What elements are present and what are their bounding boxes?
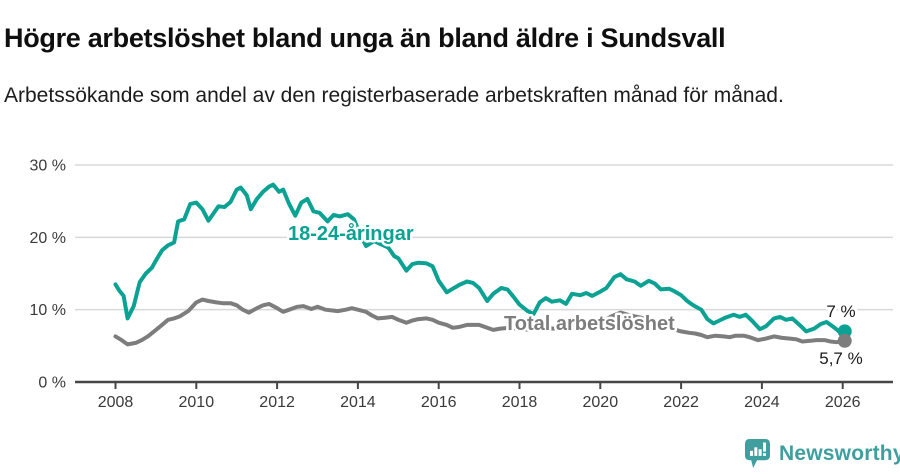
- x-tick-label-2018: 2018: [502, 394, 538, 411]
- x-tick-label-2012: 2012: [259, 394, 295, 411]
- series-label-18-24-ringar: 18-24-åringar: [288, 222, 414, 245]
- page-title: Högre arbetslöshet bland unga än bland ä…: [4, 23, 726, 54]
- speech-bubble-bar-chart-icon: [744, 439, 771, 468]
- y-tick-label-20: 20 %: [30, 230, 66, 247]
- x-tick-label-2014: 2014: [340, 394, 376, 411]
- x-tick-label-2022: 2022: [663, 394, 699, 411]
- x-tick-label-2024: 2024: [744, 394, 780, 411]
- series-line-total-arbetsl-shet: [113, 297, 847, 347]
- page-subtitle: Arbetssökande som andel av den registerb…: [4, 84, 784, 107]
- end-dot-total-arbetsl-shet: [837, 333, 852, 348]
- x-tick-label-2020: 2020: [583, 394, 619, 411]
- x-tick-label-2026: 2026: [825, 394, 861, 411]
- end-value-label-total-arbetsl-shet: 5,7 %: [819, 349, 862, 368]
- y-tick-label-30: 30 %: [30, 158, 66, 175]
- end-value-label-18-24-ringar: 7 %: [826, 302, 855, 321]
- series-label-total-arbetsl-shet: Total arbetslöshet: [504, 313, 675, 335]
- newsworthy-brand-text: Newsworthy: [779, 441, 900, 465]
- x-tick-label-2016: 2016: [421, 394, 457, 411]
- y-tick-label-0: 0 %: [38, 375, 66, 392]
- newsworthy-logo-link[interactable]: Newsworthy: [744, 438, 900, 469]
- x-tick-label-2010: 2010: [179, 394, 215, 411]
- series-line-18-24-ringar: [113, 182, 847, 335]
- y-tick-label-10: 10 %: [30, 302, 66, 319]
- x-tick-label-2008: 2008: [98, 394, 134, 411]
